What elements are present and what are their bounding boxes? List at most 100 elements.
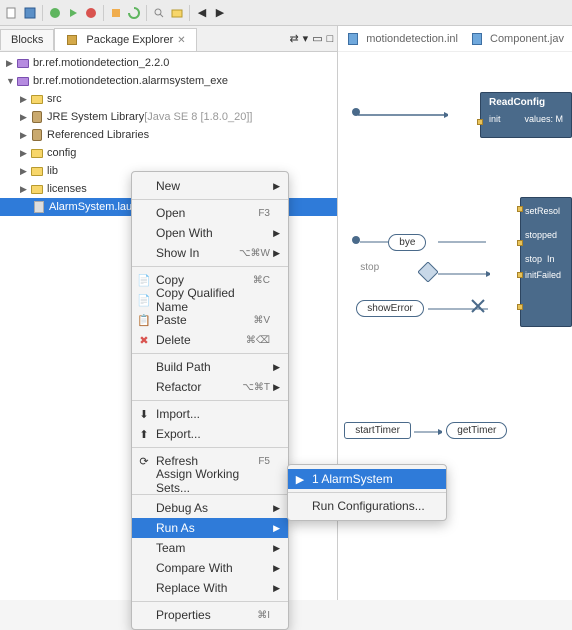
menu-refactor[interactable]: Refactor⌥⌘T▶ [132, 377, 288, 397]
collapse-icon[interactable]: ▾ [303, 32, 309, 45]
node-bye[interactable]: bye [388, 234, 426, 251]
menu-delete[interactable]: ✖Delete⌘⌫ [132, 330, 288, 350]
import-icon: ⬇ [137, 407, 151, 421]
search-icon[interactable] [151, 5, 167, 21]
menu-export[interactable]: ⬆Export... [132, 424, 288, 444]
editor-tabs: motiondetection.inl Component.jav [338, 26, 572, 52]
package-icon [65, 33, 79, 47]
tab-label: motiondetection.inl [366, 33, 458, 45]
tree-jre-library[interactable]: ▶JRE System Library [Java SE 8 [1.8.0_20… [0, 108, 337, 126]
submenu-arrow-icon: ▶ [273, 503, 280, 514]
run-ext-icon[interactable] [83, 5, 99, 21]
tab-toolbar: ⇄ ▾ ▭ □ [289, 32, 333, 45]
relaunch-icon[interactable] [126, 5, 142, 21]
menu-shortcut: ⌥⌘T [242, 382, 270, 393]
menu-build-path[interactable]: Build Path▶ [132, 357, 288, 377]
node-gettimer[interactable]: getTimer [446, 422, 507, 439]
save-icon[interactable] [22, 5, 38, 21]
library-icon [30, 128, 44, 142]
menu-label: Properties [156, 608, 211, 622]
port-label: stopped [525, 230, 567, 240]
close-icon[interactable]: ✕ [177, 35, 185, 46]
forward-icon[interactable]: ▶ [212, 5, 228, 21]
submenu-arrow-icon: ▶ [273, 362, 280, 373]
menu-separator [132, 447, 288, 448]
tree-project[interactable]: ▶br.ref.motiondetection_2.2.0 [0, 54, 337, 72]
menu-open-with[interactable]: Open With▶ [132, 223, 288, 243]
tab-package-explorer[interactable]: Package Explorer ✕ [54, 28, 196, 51]
run-as-submenu: ▶1 AlarmSystem Run Configurations... [287, 464, 447, 521]
menu-label: Import... [156, 407, 200, 421]
connector [414, 428, 442, 436]
tree-ref-libraries[interactable]: ▶Referenced Libraries [0, 126, 337, 144]
menu-copy-qualified[interactable]: 📄Copy Qualified Name [132, 290, 288, 310]
node-starttimer[interactable]: startTimer [344, 422, 411, 439]
maximize-icon[interactable]: □ [327, 33, 334, 45]
build-icon[interactable] [108, 5, 124, 21]
project-icon [16, 56, 30, 70]
tree-label: br.ref.motiondetection.alarmsystem_exe [33, 75, 228, 87]
tree-project[interactable]: ▼br.ref.motiondetection.alarmsystem_exe [0, 72, 337, 90]
tree-folder-config[interactable]: ▶config [0, 144, 337, 162]
minimize-icon[interactable]: ▭ [312, 32, 322, 45]
menu-compare-with[interactable]: Compare With▶ [132, 558, 288, 578]
submenu-arrow-icon: ▶ [273, 228, 280, 239]
editor-tab[interactable]: Component.jav [470, 32, 564, 46]
tab-blocks[interactable]: Blocks [0, 29, 54, 50]
port-icon[interactable] [517, 240, 523, 246]
editor-tab[interactable]: motiondetection.inl [346, 32, 458, 46]
menu-label: New [156, 179, 180, 193]
menu-show-in[interactable]: Show In⌥⌘W▶ [132, 243, 288, 263]
tab-label: Package Explorer [86, 34, 173, 46]
connector [438, 238, 490, 246]
new-icon[interactable] [4, 5, 20, 21]
node-state-block[interactable]: setResol stopped stop In initFailed [520, 197, 572, 327]
node-readconfig[interactable]: ReadConfig init values: M [480, 92, 572, 138]
delete-icon: ✖ [137, 333, 151, 347]
port-icon[interactable] [517, 206, 523, 212]
port-label: In [547, 254, 555, 264]
menu-shortcut: F5 [258, 456, 270, 467]
menu-paste[interactable]: 📋Paste⌘V [132, 310, 288, 330]
connector [360, 238, 388, 246]
submenu-run-alarmsystem[interactable]: ▶1 AlarmSystem [288, 469, 446, 489]
menu-import[interactable]: ⬇ Import... [132, 404, 288, 424]
menu-replace-with[interactable]: Replace With▶ [132, 578, 288, 598]
menu-label: Replace With [156, 581, 227, 595]
submenu-arrow-icon: ▶ [273, 248, 280, 259]
menu-label: 1 AlarmSystem [312, 472, 393, 486]
tree-label: licenses [47, 183, 87, 195]
port-icon[interactable] [517, 304, 523, 310]
menu-team[interactable]: Team▶ [132, 538, 288, 558]
node-label: showError [367, 303, 413, 314]
tab-label: Component.jav [490, 33, 564, 45]
debug-icon[interactable] [47, 5, 63, 21]
port-icon[interactable] [517, 272, 523, 278]
menu-shortcut: ⌥⌘W [239, 248, 270, 259]
context-menu: New ▶ OpenF3 Open With▶ Show In⌥⌘W▶ 📄Copy… [131, 171, 289, 630]
menu-separator [132, 266, 288, 267]
library-icon [30, 110, 44, 124]
folder-icon[interactable] [169, 5, 185, 21]
decision-node-icon[interactable] [418, 262, 438, 282]
link-icon[interactable]: ⇄ [289, 32, 298, 45]
port-label: initFailed [525, 270, 567, 280]
node-showerror[interactable]: showError [356, 300, 424, 317]
submenu-run-configurations[interactable]: Run Configurations... [288, 496, 446, 516]
menu-open[interactable]: OpenF3 [132, 203, 288, 223]
menu-assign-ws[interactable]: Assign Working Sets... [132, 471, 288, 491]
menu-label: Open [156, 206, 185, 220]
menu-new[interactable]: New ▶ [132, 176, 288, 196]
menu-properties[interactable]: Properties⌘I [132, 605, 288, 625]
run-icon[interactable] [65, 5, 81, 21]
back-icon[interactable]: ◀ [194, 5, 210, 21]
menu-debug-as[interactable]: Debug As▶ [132, 498, 288, 518]
launch-file-icon [32, 200, 46, 214]
tree-label: br.ref.motiondetection_2.2.0 [33, 57, 169, 69]
port-label: values: M [524, 114, 563, 124]
port-icon[interactable] [477, 119, 483, 125]
tree-folder-src[interactable]: ▶src [0, 90, 337, 108]
menu-run-as[interactable]: Run As▶ [132, 518, 288, 538]
submenu-arrow-icon: ▶ [273, 181, 280, 192]
submenu-arrow-icon: ▶ [273, 543, 280, 554]
